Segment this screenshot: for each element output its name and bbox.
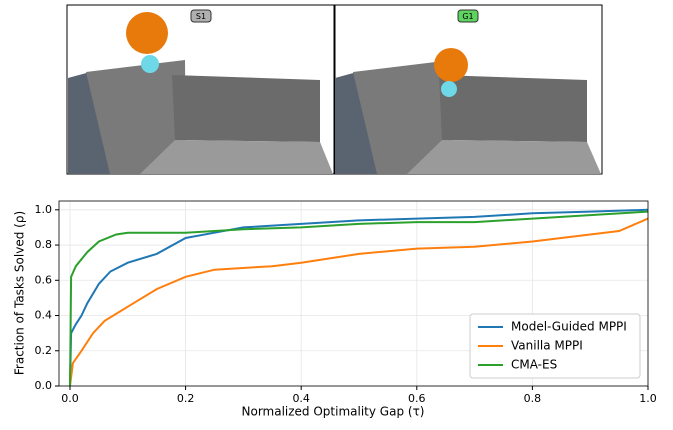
ball [441,81,457,97]
panel-label: S1 [196,12,206,21]
legend-label: CMA-ES [511,358,557,372]
y-tick-label: 0.2 [35,344,53,357]
legend-label: Vanilla MPPI [511,339,583,353]
x-tick-label: 0.4 [292,392,310,405]
x-tick-label: 0.6 [408,392,426,405]
y-tick-label: 0.0 [35,379,53,392]
x-tick-label: 0.2 [177,392,195,405]
scene-panels: S1 G1 [67,5,602,174]
ball [126,12,168,54]
ball [434,48,468,82]
wall [439,75,587,142]
x-tick-label: 1.0 [639,392,657,405]
y-tick-label: 0.4 [35,309,53,322]
panel-label: G1 [462,12,473,21]
y-tick-label: 0.6 [35,273,53,286]
legend-label: Model-Guided MPPI [511,320,627,334]
figure: S1 G1 Normalized Optimality Gap (τ) Frac… [0,0,673,426]
x-tick-label: 0.0 [61,392,79,405]
x-tick-label: 0.8 [524,392,542,405]
y-tick-label: 0.8 [35,238,53,251]
wall [172,75,320,142]
y-tick-label: 1.0 [35,203,53,216]
x-axis-label: Normalized Optimality Gap (τ) [242,405,425,419]
ball [141,55,159,73]
y-axis-label: Fraction of Tasks Solved (ρ) [13,211,27,375]
